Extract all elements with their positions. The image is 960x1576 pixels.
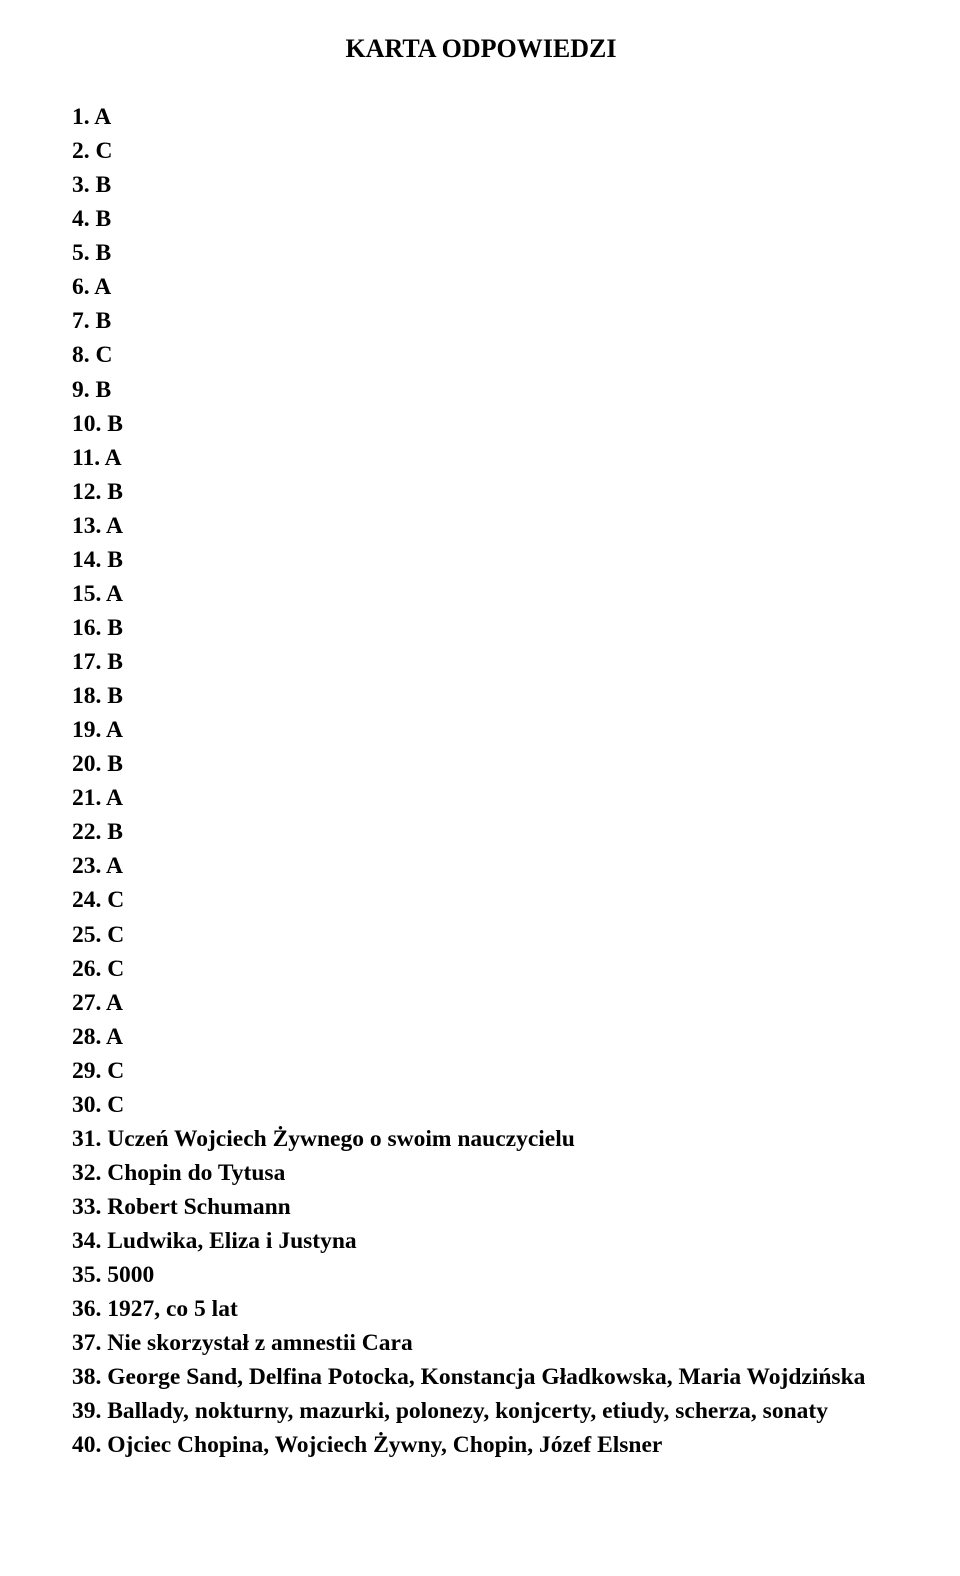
answer-item: 23. A xyxy=(72,849,890,883)
answer-item: 25. C xyxy=(72,918,890,952)
answer-item: 8. C xyxy=(72,338,890,372)
answer-item: 12. B xyxy=(72,475,890,509)
answer-item: 21. A xyxy=(72,781,890,815)
answer-item: 4. B xyxy=(72,202,890,236)
answer-item: 15. A xyxy=(72,577,890,611)
answer-item: 26. C xyxy=(72,952,890,986)
answer-item: 36. 1927, co 5 lat xyxy=(72,1292,890,1326)
answer-item: 19. A xyxy=(72,713,890,747)
answer-item: 18. B xyxy=(72,679,890,713)
answer-item: 7. B xyxy=(72,304,890,338)
answer-item: 9. B xyxy=(72,373,890,407)
answer-item: 22. B xyxy=(72,815,890,849)
answer-item: 32. Chopin do Tytusa xyxy=(72,1156,890,1190)
answer-item: 2. C xyxy=(72,134,890,168)
answer-item: 38. George Sand, Delfina Potocka, Konsta… xyxy=(72,1360,890,1394)
answer-item: 31. Uczeń Wojciech Żywnego o swoim naucz… xyxy=(72,1122,890,1156)
answer-item: 16. B xyxy=(72,611,890,645)
answer-item: 20. B xyxy=(72,747,890,781)
answer-item: 11. A xyxy=(72,441,890,475)
answer-item: 3. B xyxy=(72,168,890,202)
answer-item: 27. A xyxy=(72,986,890,1020)
page: KARTA ODPOWIEDZI 1. A2. C3. B4. B5. B6. … xyxy=(0,0,960,1533)
answer-item: 14. B xyxy=(72,543,890,577)
answer-item: 28. A xyxy=(72,1020,890,1054)
answer-item: 35. 5000 xyxy=(72,1258,890,1292)
answer-item: 5. B xyxy=(72,236,890,270)
answer-item: 17. B xyxy=(72,645,890,679)
answer-item: 33. Robert Schumann xyxy=(72,1190,890,1224)
answer-item: 29. C xyxy=(72,1054,890,1088)
answer-item: 6. A xyxy=(72,270,890,304)
answer-item: 13. A xyxy=(72,509,890,543)
answer-item: 40. Ojciec Chopina, Wojciech Żywny, Chop… xyxy=(72,1428,890,1462)
answer-list: 1. A2. C3. B4. B5. B6. A7. B8. C9. B10. … xyxy=(72,100,890,1463)
answer-item: 39. Ballady, nokturny, mazurki, polonezy… xyxy=(72,1394,890,1428)
answer-item: 37. Nie skorzystał z amnestii Cara xyxy=(72,1326,890,1360)
answer-item: 30. C xyxy=(72,1088,890,1122)
answer-item: 1. A xyxy=(72,100,890,134)
answer-item: 34. Ludwika, Eliza i Justyna xyxy=(72,1224,890,1258)
answer-item: 10. B xyxy=(72,407,890,441)
answer-item: 24. C xyxy=(72,883,890,917)
page-title: KARTA ODPOWIEDZI xyxy=(72,34,890,64)
